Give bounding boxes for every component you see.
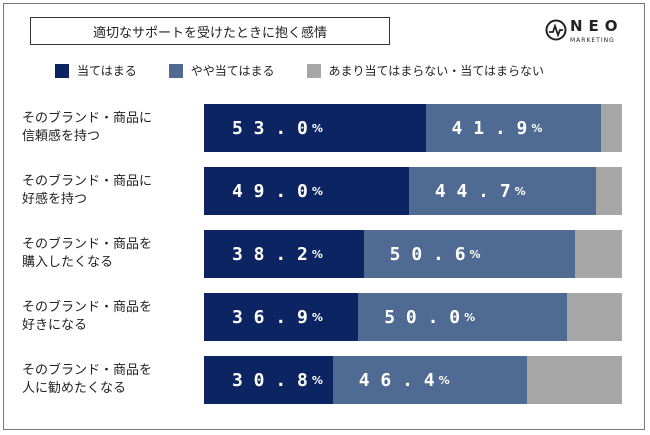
category-label-line: 信頼感を持つ <box>22 129 101 144</box>
category-label-line: 購入したくなる <box>22 255 114 270</box>
brand-logo: NEO MARKETING <box>545 17 635 49</box>
data-label-unit: % <box>531 121 543 135</box>
data-label-unit: % <box>311 373 323 387</box>
pulse-circle-icon <box>545 19 567 41</box>
legend-swatch-3 <box>306 63 321 78</box>
logo-main-text: NEO <box>570 17 624 35</box>
legend-item-2: やや当てはまる <box>168 62 275 79</box>
data-label: 4 1 . 9 <box>451 117 528 139</box>
data-label-unit: % <box>311 310 323 324</box>
bar-segment-series-2: 5 0 . 0% <box>358 293 568 341</box>
data-label: 5 0 . 6 <box>389 243 466 265</box>
category-label-line: 人に勧めたくなる <box>22 381 127 396</box>
legend-item-3: あまり当てはまらない・当てはまらない <box>306 62 545 79</box>
data-label: 4 4 . 7 <box>434 180 511 202</box>
bar-segment-series-2: 4 6 . 4% <box>332 356 527 404</box>
legend-swatch-1 <box>55 63 69 78</box>
data-label: 3 6 . 9 <box>232 306 308 328</box>
data-label-unit: % <box>469 247 481 261</box>
data-label-unit: % <box>464 310 476 324</box>
category-label-line: そのブランド・商品を <box>22 300 153 315</box>
data-label-unit: % <box>438 373 450 387</box>
bar-segment-series-3 <box>526 356 622 404</box>
bar-segment-series-1: 3 8 . 2% <box>204 230 364 278</box>
bar-segment-series-3 <box>567 293 622 341</box>
bar-segment-series-3 <box>595 167 622 215</box>
bar-segment-series-1: 5 3 . 0% <box>204 104 426 152</box>
bar-segment-series-1: 4 9 . 0% <box>204 167 409 215</box>
bar-segment-series-3 <box>600 104 622 152</box>
category-label-line: そのブランド・商品に <box>22 111 153 126</box>
category-label: そのブランド・商品に 好感を持つ <box>22 173 192 209</box>
data-label-unit: % <box>311 247 323 261</box>
data-label-unit: % <box>311 121 323 135</box>
data-label-unit: % <box>514 184 526 198</box>
category-label-line: そのブランド・商品に <box>22 174 153 189</box>
chart-title: 適切なサポートを受けたときに抱く感情 <box>30 17 390 45</box>
legend-item-1: 当てはまる <box>55 62 137 79</box>
legend-label-1: 当てはまる <box>77 64 137 78</box>
data-label: 5 0 . 0 <box>384 306 461 328</box>
data-label: 5 3 . 0 <box>232 117 308 139</box>
bar-segment-series-1: 3 0 . 8% <box>204 356 333 404</box>
legend-swatch-2 <box>168 63 183 78</box>
data-label-unit: % <box>311 184 323 198</box>
category-label-line: 好きになる <box>22 318 88 333</box>
data-label: 4 9 . 0 <box>232 180 308 202</box>
chart-legend: 当てはまる やや当てはまる あまり当てはまらない・当てはまらない <box>55 62 576 79</box>
logo-sub-text: MARKETING <box>570 37 615 44</box>
bar-segment-series-2: 5 0 . 6% <box>363 230 576 278</box>
category-label-line: そのブランド・商品を <box>22 237 153 252</box>
category-label: そのブランド・商品に 信頼感を持つ <box>22 110 192 146</box>
data-label: 4 6 . 4 <box>358 369 435 391</box>
bar-segment-series-2: 4 1 . 9% <box>425 104 601 152</box>
category-label-line: そのブランド・商品を <box>22 363 153 378</box>
category-label-line: 好感を持つ <box>22 192 88 207</box>
bar-segment-series-2: 4 4 . 7% <box>408 167 596 215</box>
bar-segment-series-1: 3 6 . 9% <box>204 293 359 341</box>
chart-frame <box>3 3 645 430</box>
bar-segment-series-3 <box>575 230 622 278</box>
category-label: そのブランド・商品を 購入したくなる <box>22 236 192 272</box>
legend-label-2: やや当てはまる <box>190 64 275 78</box>
category-label: そのブランド・商品を 好きになる <box>22 299 192 335</box>
category-label: そのブランド・商品を 人に勧めたくなる <box>22 362 192 398</box>
data-label: 3 0 . 8 <box>232 369 308 391</box>
legend-label-3: あまり当てはまらない・当てはまらない <box>328 64 545 78</box>
data-label: 3 8 . 2 <box>232 243 308 265</box>
